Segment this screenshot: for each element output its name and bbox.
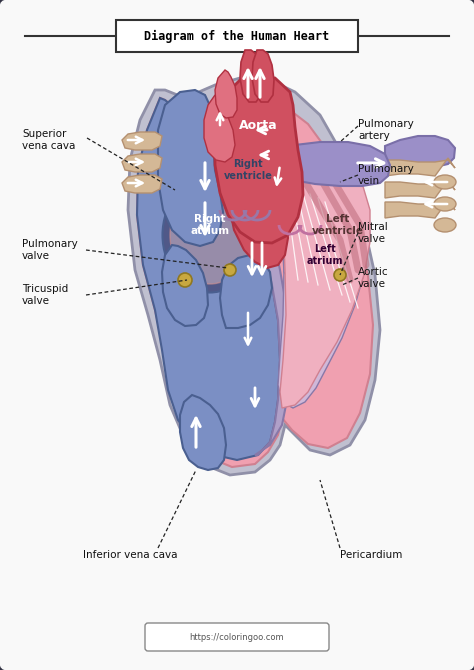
Polygon shape [122,175,162,193]
Text: Pulmonary
vein: Pulmonary vein [358,164,414,186]
Polygon shape [220,255,272,328]
Ellipse shape [434,218,456,232]
Circle shape [224,264,236,276]
Polygon shape [122,154,162,172]
Text: Aorta: Aorta [239,119,277,131]
Ellipse shape [434,197,456,211]
Polygon shape [204,95,235,162]
Text: https://coloringoo.com: https://coloringoo.com [190,632,284,641]
Polygon shape [283,218,358,294]
Text: Pericardium: Pericardium [340,550,402,560]
Polygon shape [180,395,226,470]
Polygon shape [137,96,280,460]
Text: Inferior vena cava: Inferior vena cava [83,550,177,560]
Polygon shape [158,90,223,246]
Polygon shape [226,90,288,268]
Text: Right
atrium: Right atrium [191,214,229,236]
Polygon shape [278,160,370,408]
Text: Mitral
valve: Mitral valve [358,222,388,244]
Polygon shape [280,142,390,186]
Text: Pulmonary
artery: Pulmonary artery [358,119,414,141]
Polygon shape [385,200,455,218]
Text: Aortic
valve: Aortic valve [358,267,389,289]
Text: Tricuspid
valve: Tricuspid valve [22,284,68,306]
Polygon shape [128,78,380,475]
Polygon shape [252,50,274,102]
Text: Left
ventricle: Left ventricle [312,214,364,236]
Ellipse shape [163,178,257,293]
Polygon shape [162,245,208,326]
FancyBboxPatch shape [145,623,329,651]
Text: Pulmonary
valve: Pulmonary valve [22,239,78,261]
Polygon shape [385,158,455,176]
Text: Left
atrium: Left atrium [307,244,343,266]
Polygon shape [240,50,262,102]
Circle shape [334,269,346,281]
Polygon shape [215,70,237,118]
Ellipse shape [170,186,250,284]
Polygon shape [137,95,373,467]
Polygon shape [385,180,455,198]
Text: Diagram of the Human Heart: Diagram of the Human Heart [145,29,329,43]
Polygon shape [280,158,370,408]
Polygon shape [385,136,455,167]
Circle shape [178,273,192,287]
Polygon shape [252,98,290,455]
Polygon shape [122,132,162,150]
Ellipse shape [434,175,456,189]
Text: Superior
vena cava: Superior vena cava [22,129,75,151]
FancyBboxPatch shape [116,20,358,52]
Text: Right
ventricle: Right ventricle [224,159,273,181]
Polygon shape [215,76,303,243]
